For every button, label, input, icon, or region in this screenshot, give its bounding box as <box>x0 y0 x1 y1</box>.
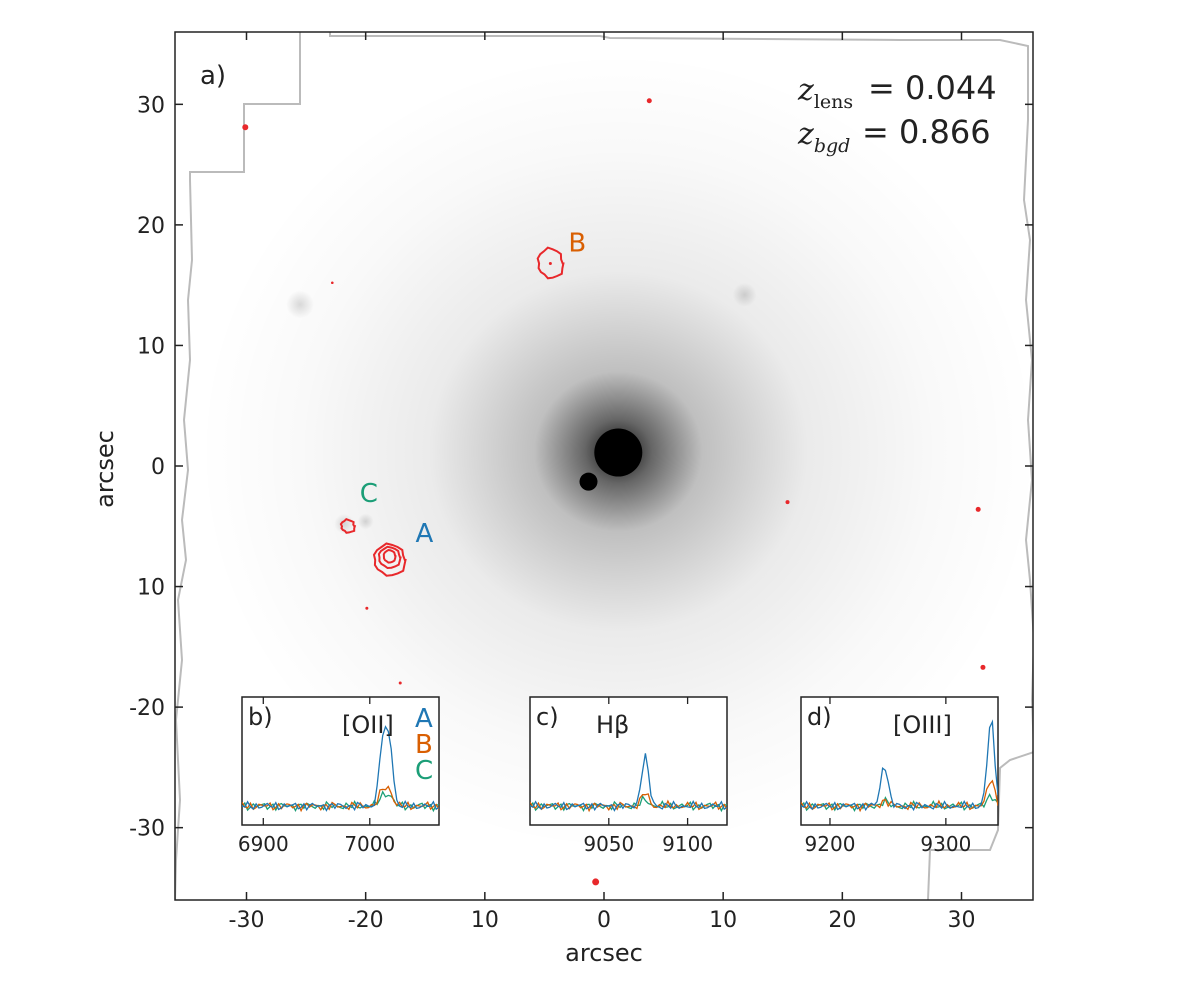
y-tick-label: -20 <box>129 696 165 721</box>
svg-text:zlens: zlens <box>797 73 853 113</box>
inset-b: 6900 7000 b) [OII] ABC <box>238 696 440 856</box>
contour-image-c <box>339 518 357 534</box>
contour-image-a-inner <box>382 548 397 564</box>
inset-panel-label: d) <box>807 703 832 731</box>
y-tick-label: 20 <box>137 214 165 239</box>
svg-text:zbgd: zbgd <box>797 117 850 157</box>
field-boundary <box>175 32 1033 900</box>
background-source <box>357 513 374 530</box>
inset-x-tick-label: 9050 <box>583 832 634 856</box>
x-tick-label: 10 <box>471 908 499 933</box>
spectrum-a <box>801 719 998 812</box>
x-tick-label: 30 <box>948 908 976 933</box>
inset-x-tick-label: 9300 <box>920 832 971 856</box>
z-bgd-symbol: z <box>797 117 814 152</box>
spectrum-b <box>530 793 727 813</box>
y-tick-label: 10 <box>137 576 165 601</box>
main-ticks: -30 -20 10 0 10 20 30 30 20 10 0 10 -20 -30 <box>129 32 1033 933</box>
contour-noise-speck <box>646 98 652 104</box>
z-lens-symbol: z <box>797 73 814 108</box>
contour-image-b-peak <box>548 261 552 265</box>
inset-line-label: Hβ <box>596 711 629 739</box>
companion-galaxy <box>579 472 598 491</box>
y-tick-label: -30 <box>129 817 165 842</box>
inset-d: 9200 9300 d) [OIII] <box>800 696 999 856</box>
background-source <box>732 282 757 307</box>
contour-noise-speck <box>592 878 600 886</box>
image-label-a: A <box>416 519 434 549</box>
legend-c: C <box>415 756 433 786</box>
inset-panel-label: b) <box>248 703 273 731</box>
contour-noise-speck <box>980 664 986 670</box>
legend-b: B <box>415 730 433 760</box>
inset-x-tick-label: 9200 <box>805 832 856 856</box>
spectrum-b <box>801 779 998 813</box>
contour-noise-speck <box>365 606 369 610</box>
z-lens-value: = 0.044 <box>868 69 997 107</box>
contour-noise-speck <box>975 506 981 512</box>
x-tick-label: -30 <box>229 908 265 933</box>
lens-galaxy-core <box>594 428 643 477</box>
y-tick-label: 10 <box>137 334 165 359</box>
y-tick-label: 30 <box>137 93 165 118</box>
y-axis-label: arcsec <box>91 430 119 508</box>
inset-x-tick-label: 6900 <box>238 832 289 856</box>
inset-panel-label: c) <box>536 703 559 731</box>
z-lens-subscript: lens <box>814 91 853 113</box>
inset-x-tick-label: 7000 <box>344 832 395 856</box>
contour-noise-speck <box>331 281 334 285</box>
inset-line-label: [OIII] <box>893 711 952 739</box>
image-label-b: B <box>568 228 586 258</box>
contour-noise-speck <box>785 500 790 505</box>
x-tick-label: 10 <box>709 908 737 933</box>
contour-image-a-mid <box>377 545 402 570</box>
contour-image-a-outer <box>372 542 407 577</box>
x-tick-label: 0 <box>597 908 611 933</box>
z-bgd-subscript: bgd <box>814 135 851 157</box>
x-axis-label: arcsec <box>565 939 643 967</box>
panel-a-label: a) <box>200 61 226 91</box>
redshift-annotation: zlens = 0.044 zbgd = 0.866 <box>797 69 997 157</box>
image-label-c: C <box>360 479 378 509</box>
inset-x-tick-label: 9100 <box>662 832 713 856</box>
background-source <box>286 290 315 319</box>
legend-a: A <box>415 704 433 734</box>
z-bgd-value: = 0.866 <box>862 113 991 151</box>
x-tick-label: 20 <box>828 908 856 933</box>
spectrum-a <box>530 753 727 812</box>
contour-noise-speck <box>398 681 402 685</box>
y-tick-label: 0 <box>151 455 165 480</box>
inset-line-label: [OII] <box>342 711 394 739</box>
background-source <box>334 513 355 534</box>
inset-c: 9050 9100 c) Hβ <box>529 696 728 856</box>
spectrum-a <box>242 725 439 812</box>
spectrum-b <box>242 785 439 813</box>
contour-image-b <box>536 246 565 280</box>
contour-noise-speck <box>242 124 249 131</box>
x-tick-label: -20 <box>348 908 384 933</box>
